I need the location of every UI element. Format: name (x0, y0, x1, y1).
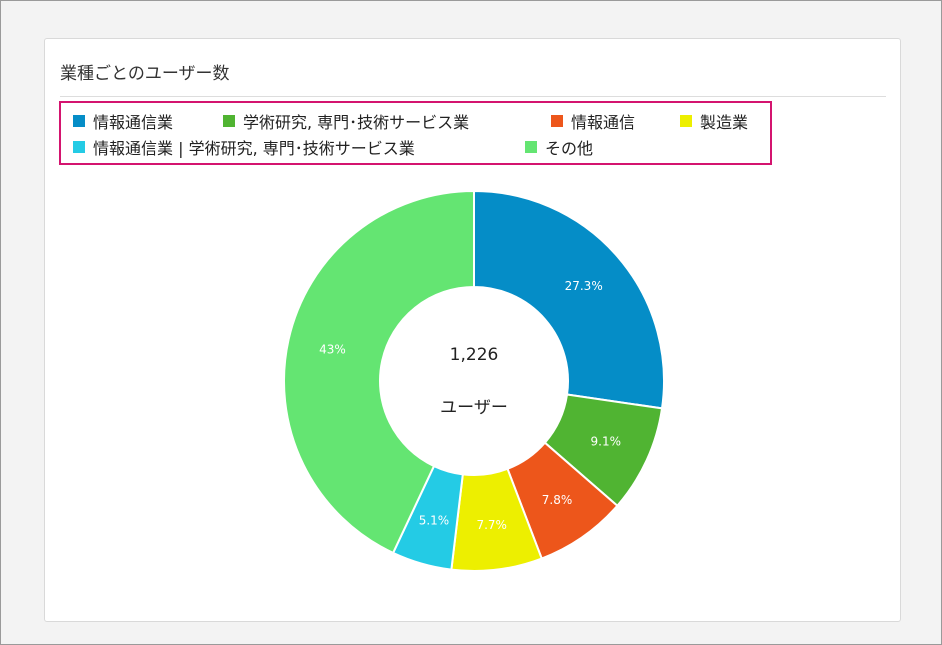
slice-label-2: 7.8% (542, 493, 573, 507)
legend-label: その他 (545, 139, 594, 158)
slices (283, 189, 665, 572)
legend-item-0[interactable]: 情報通信業 (73, 109, 173, 133)
title-divider (60, 96, 886, 97)
slice-label-3: 7.7% (476, 518, 507, 532)
legend-label: 学術研究, 専門･技術サービス業 (243, 113, 470, 132)
legend-label: 情報通信業 | 学術研究, 専門･技術サービス業 (93, 139, 415, 158)
slice-0[interactable] (473, 189, 665, 410)
legend-item-1[interactable]: 学術研究, 専門･技術サービス業 (223, 109, 469, 133)
slice-label-0: 27.3% (565, 279, 603, 293)
legend-swatch (223, 115, 235, 127)
slice-labels: 27.3% 9.1% 7.8% 7.7% 5.1% 43% (319, 279, 621, 532)
legend-swatch (551, 115, 563, 127)
legend-item-5[interactable]: その他 (525, 135, 593, 159)
legend-label: 製造業 (700, 113, 749, 132)
center-total: 1,226 (450, 345, 499, 365)
legend-swatch (73, 115, 85, 127)
legend-swatch (680, 115, 692, 127)
slice-label-1: 9.1% (591, 434, 622, 448)
legend-swatch (73, 141, 85, 153)
slice-5[interactable] (283, 189, 475, 555)
legend-label: 情報通信 (571, 113, 636, 132)
legend: 情報通信業 学術研究, 専門･技術サービス業 情報通信 製造業 情報通信業 | … (59, 101, 772, 165)
card-title: 業種ごとのユーザー数 (60, 64, 230, 84)
legend-item-3[interactable]: 製造業 (680, 109, 748, 133)
slice-label-4: 5.1% (419, 513, 450, 527)
legend-item-2[interactable]: 情報通信 (551, 109, 635, 133)
legend-swatch (525, 141, 537, 153)
legend-label: 情報通信業 (93, 113, 174, 132)
legend-item-4[interactable]: 情報通信業 | 学術研究, 専門･技術サービス業 (73, 135, 415, 159)
slice-label-5: 43% (319, 342, 346, 356)
center-unit: ユーザー (440, 398, 508, 418)
